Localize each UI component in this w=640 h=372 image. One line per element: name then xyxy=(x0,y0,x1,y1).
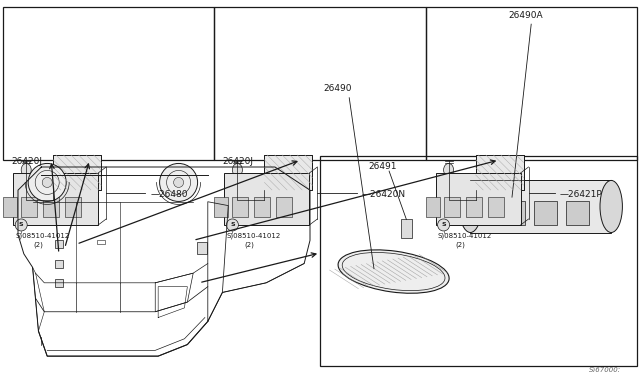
Bar xyxy=(502,201,525,225)
Ellipse shape xyxy=(227,219,239,231)
Bar xyxy=(53,155,101,190)
Bar xyxy=(3,7,214,160)
Text: —26421P: —26421P xyxy=(560,190,603,199)
Bar xyxy=(255,197,270,217)
Bar xyxy=(53,155,101,190)
Bar xyxy=(55,279,63,287)
Text: 26490A: 26490A xyxy=(509,11,543,20)
Bar xyxy=(264,155,312,190)
Bar xyxy=(97,240,105,244)
Text: S)08510-41012: S)08510-41012 xyxy=(438,233,492,240)
Bar xyxy=(55,240,63,248)
Ellipse shape xyxy=(15,219,28,231)
Bar xyxy=(225,173,309,225)
Bar xyxy=(444,197,460,217)
Text: S)67000:: S)67000: xyxy=(589,366,621,372)
Bar xyxy=(426,197,440,217)
Text: —26420N: —26420N xyxy=(362,190,406,199)
Ellipse shape xyxy=(444,163,454,176)
Text: S: S xyxy=(442,222,446,227)
Ellipse shape xyxy=(232,163,243,176)
Bar xyxy=(466,197,482,217)
Ellipse shape xyxy=(338,250,449,293)
Bar xyxy=(65,197,81,217)
Bar xyxy=(3,197,17,217)
Text: 26491: 26491 xyxy=(368,162,397,171)
Bar xyxy=(276,197,292,217)
Bar xyxy=(13,173,98,225)
Ellipse shape xyxy=(600,180,623,232)
Bar xyxy=(476,155,524,190)
Ellipse shape xyxy=(28,163,66,202)
Bar xyxy=(44,197,60,217)
Bar xyxy=(476,155,524,190)
Text: S: S xyxy=(230,222,235,227)
Text: S: S xyxy=(19,222,24,227)
Bar xyxy=(488,197,504,217)
Text: 26420J: 26420J xyxy=(11,157,42,166)
Ellipse shape xyxy=(42,177,52,187)
Bar xyxy=(470,180,611,232)
Bar xyxy=(21,197,37,217)
Bar xyxy=(445,203,470,225)
Bar xyxy=(197,242,207,254)
Bar xyxy=(566,201,589,225)
Bar xyxy=(534,201,557,225)
Text: 26420J: 26420J xyxy=(223,157,253,166)
Bar xyxy=(264,155,312,190)
Bar xyxy=(320,156,637,366)
Bar xyxy=(436,173,520,225)
Text: —26480: —26480 xyxy=(150,190,188,199)
Bar xyxy=(232,197,248,217)
Bar xyxy=(401,219,412,238)
Ellipse shape xyxy=(460,180,481,232)
Ellipse shape xyxy=(159,163,198,202)
Text: (2): (2) xyxy=(456,242,465,248)
Text: (2): (2) xyxy=(244,242,254,248)
Ellipse shape xyxy=(438,219,450,231)
Bar xyxy=(214,197,228,217)
Bar xyxy=(55,260,63,267)
Bar xyxy=(214,7,426,160)
Text: (2): (2) xyxy=(33,242,43,248)
Text: S)08510-41012: S)08510-41012 xyxy=(15,233,70,240)
Text: S)08510-41012: S)08510-41012 xyxy=(227,233,281,240)
Bar xyxy=(426,7,637,160)
Ellipse shape xyxy=(173,177,184,187)
Ellipse shape xyxy=(21,163,31,176)
Text: 26490: 26490 xyxy=(323,84,352,93)
